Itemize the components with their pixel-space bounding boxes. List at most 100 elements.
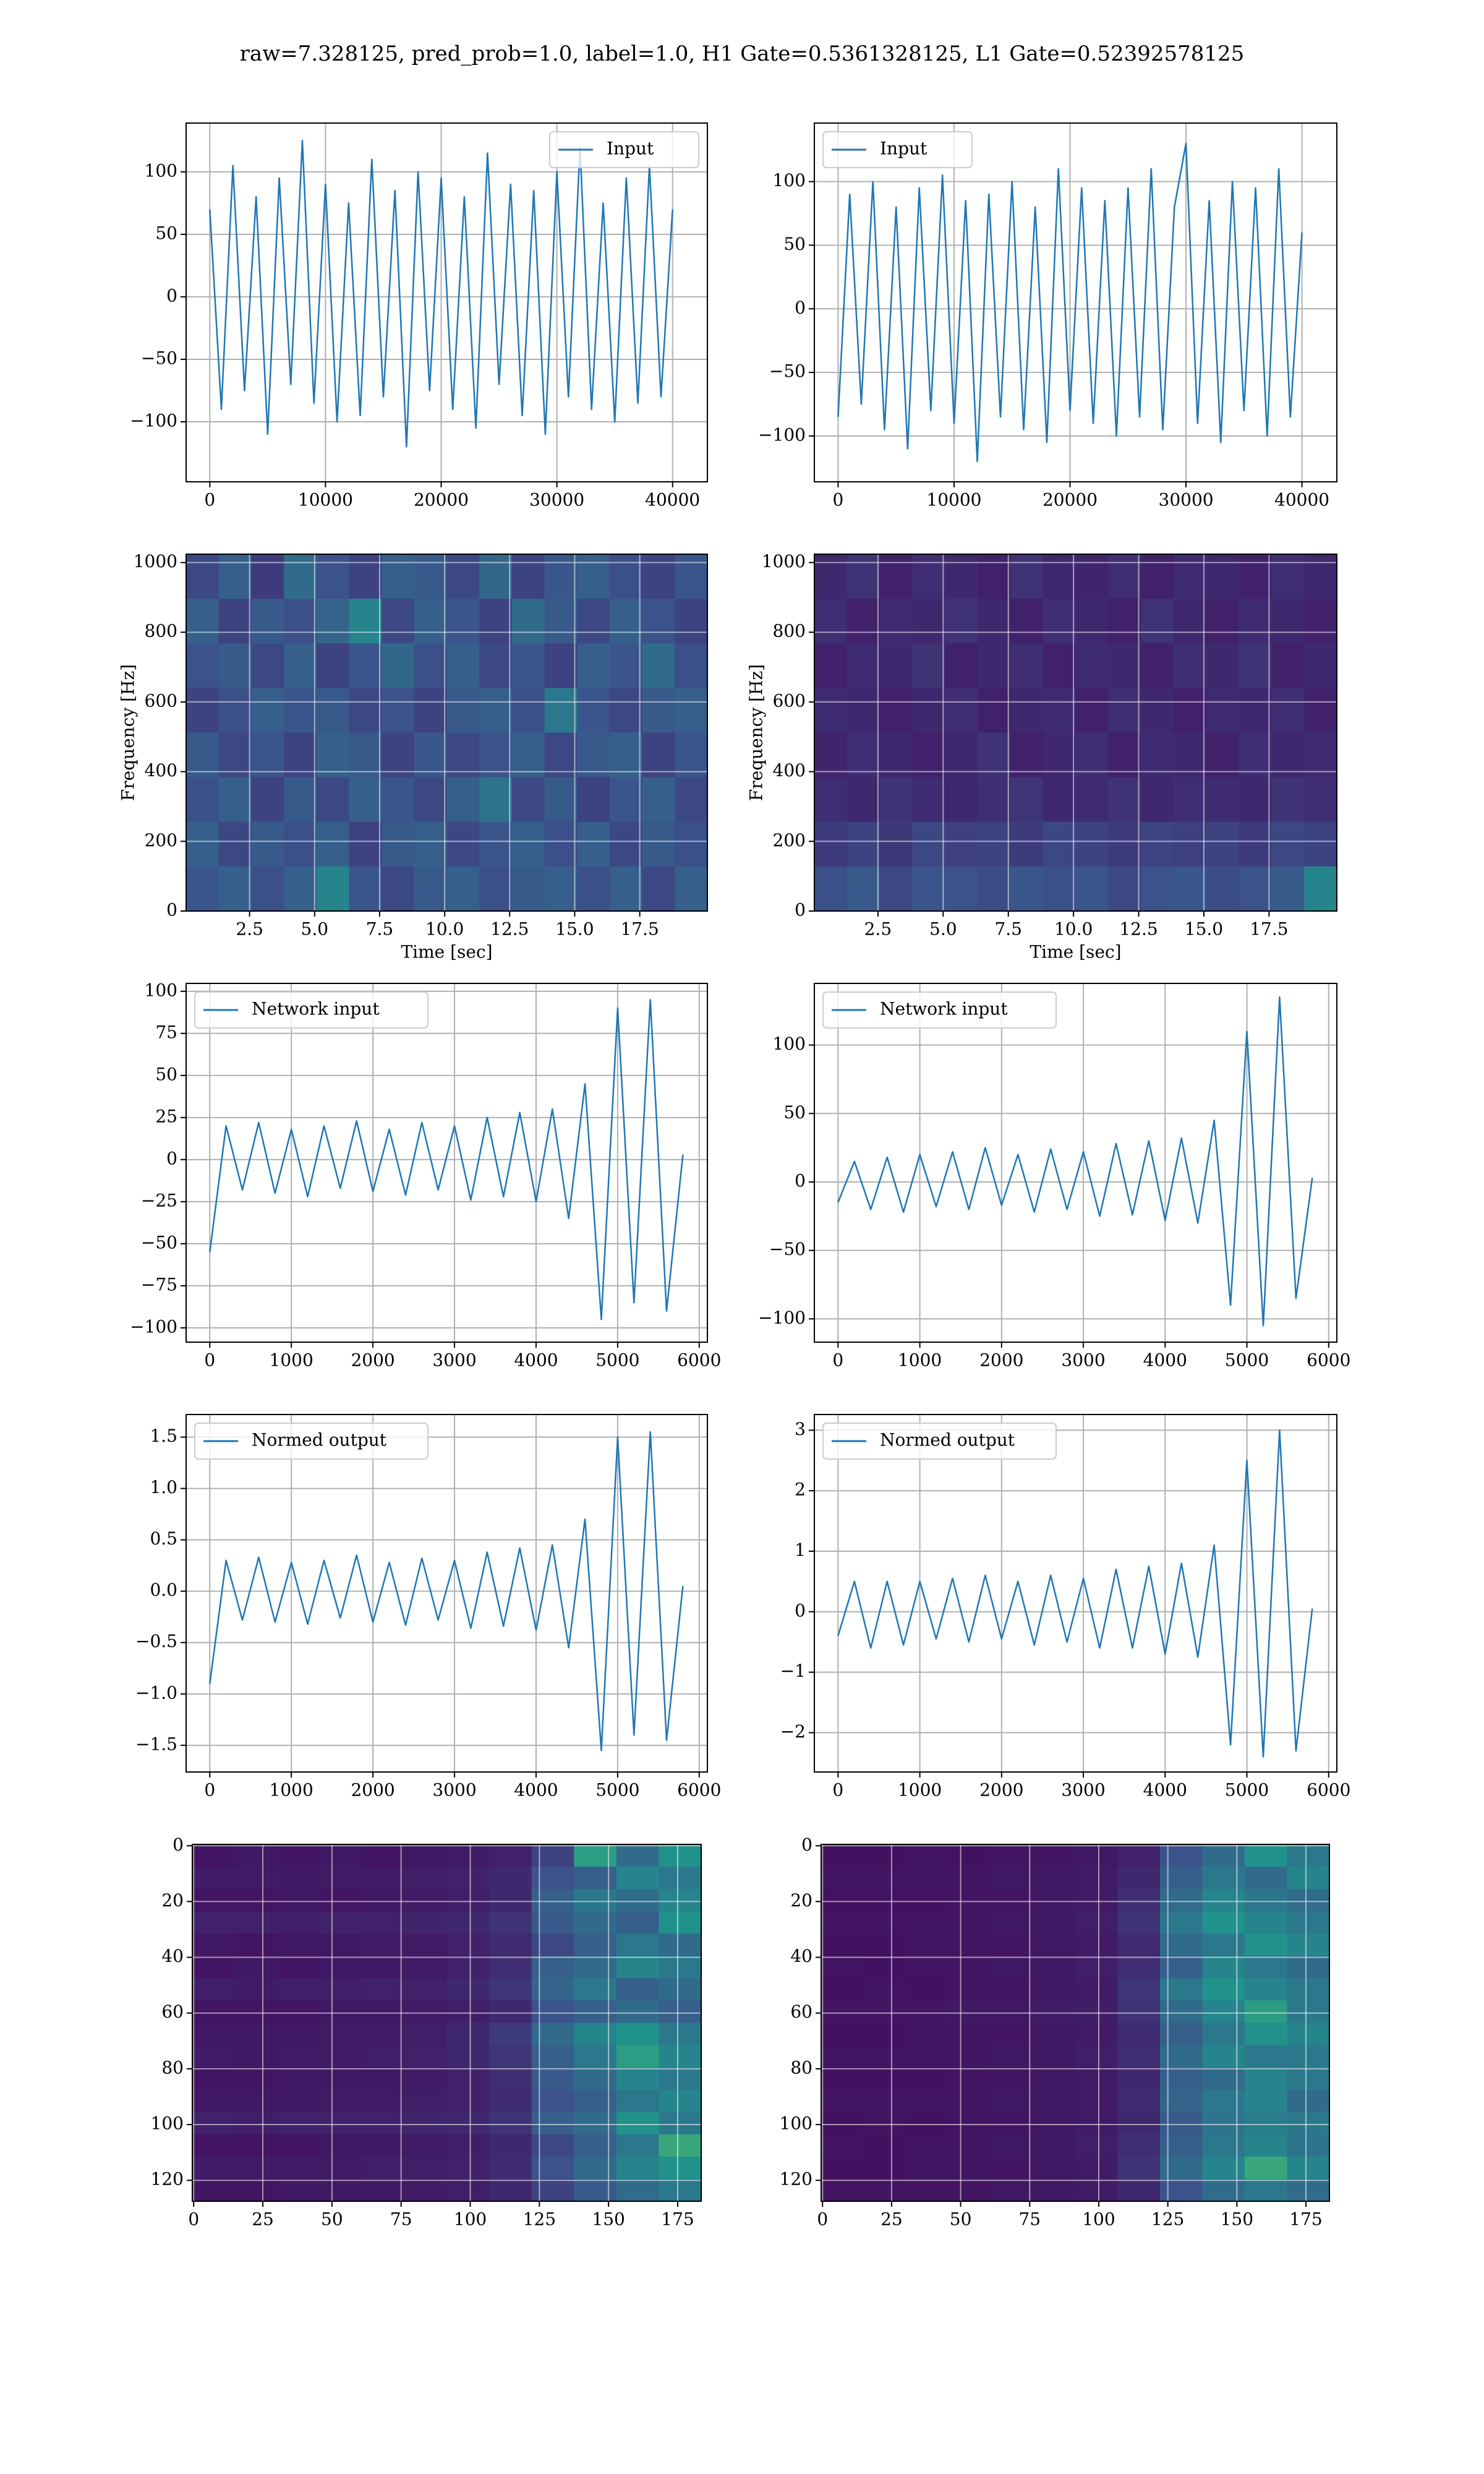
heatmap-cell: [404, 1867, 448, 1890]
heatmap-cell: [446, 2156, 490, 2180]
heatmap-cell: [863, 2067, 906, 2091]
heatmap-cell: [349, 688, 382, 734]
heatmap-cell: [1202, 2134, 1245, 2157]
heatmap-cell: [1117, 1933, 1161, 1956]
heatmap-cell: [531, 2112, 574, 2135]
x-tick-label: 50: [950, 2209, 972, 2230]
y-tick-label: 0: [173, 1834, 184, 1855]
legend-label: Normed output: [880, 1430, 1015, 1450]
y-tick-label: 50: [783, 1102, 806, 1123]
legend: Normed output: [194, 1423, 429, 1460]
heatmap-cell: [609, 599, 643, 644]
heatmap-cell: [446, 2089, 490, 2113]
heatmap-cell: [814, 643, 848, 688]
heatmap-cell: [1043, 599, 1077, 644]
heatmap-cell: [489, 2000, 532, 2024]
heatmap-cell: [1287, 2178, 1330, 2202]
heatmap-cell: [912, 821, 945, 867]
heatmap-cell: [489, 2045, 532, 2068]
heatmap-cell: [531, 2022, 574, 2046]
heatmap-cell: [574, 2112, 617, 2135]
heatmap-cell: [382, 777, 415, 823]
heatmap-cell: [1245, 2089, 1288, 2113]
y-tick-label: 100: [773, 1034, 806, 1054]
heatmap-cell: [609, 643, 643, 688]
heatmap-cell: [1304, 821, 1337, 867]
heatmap-cell: [1287, 2089, 1330, 2113]
y-tick-label: 1000: [134, 551, 177, 571]
heatmap-cell: [1202, 1978, 1245, 2001]
heatmap-cell: [1043, 688, 1077, 734]
heatmap-cell: [414, 732, 448, 778]
heatmap-cell: [821, 2112, 864, 2135]
heatmap-cell: [1239, 688, 1272, 734]
heatmap-cell: [1117, 1956, 1161, 1979]
x-tick-label: 17.5: [1250, 919, 1288, 940]
heatmap-cell: [846, 821, 881, 867]
legend-box: [822, 991, 1057, 1029]
heatmap-cell: [1245, 2000, 1288, 2024]
heatmap-cell: [1075, 2112, 1119, 2135]
y-tick-label: 100: [773, 170, 806, 190]
heatmap-cell: [948, 2000, 991, 2024]
heatmap-cell: [251, 777, 284, 823]
heatmap-cell: [912, 866, 945, 912]
heatmap-cell: [879, 821, 913, 867]
heatmap-cell: [277, 2156, 320, 2180]
heatmap-cell: [577, 777, 610, 823]
x-tick-label: 2000: [979, 1350, 1023, 1371]
x-tick-label: 12.5: [490, 919, 529, 940]
heatmap-cell: [616, 2089, 660, 2113]
x-tick-label: 5.0: [301, 919, 329, 940]
heatmap-cell: [948, 2089, 991, 2113]
y-tick-label: 1.0: [150, 1477, 177, 1497]
heatmap-cell: [1010, 643, 1044, 688]
heatmap-cell: [1245, 1978, 1288, 2001]
y-tick-label: −100: [130, 410, 177, 430]
heatmap-cell: [906, 1978, 949, 2001]
heatmap-cell: [404, 1956, 448, 1979]
x-tick-label: 0: [204, 1350, 215, 1371]
heatmap-cell: [511, 866, 545, 912]
heatmap-cell: [1117, 2089, 1161, 2113]
heatmap-cell: [446, 2067, 490, 2091]
heatmap-cell: [349, 643, 382, 688]
heatmap-cell: [1033, 1933, 1076, 1956]
y-tick-label: 600: [145, 690, 177, 711]
heatmap-cell: [446, 1844, 490, 1867]
heatmap-cell: [991, 2178, 1034, 2202]
x-tick-label: 25: [881, 2209, 903, 2230]
heatmap-cell: [1160, 2112, 1203, 2135]
heatmap-cell: [906, 2178, 949, 2202]
heatmap-cell: [863, 2156, 906, 2180]
x-tick-label: 6000: [677, 1780, 721, 1800]
heatmap-cell: [446, 1956, 490, 1979]
y-tick-label: 1000: [762, 551, 806, 571]
subplot: 0 25 50 75 100 125 150 175 0 20 40 60 80 100 120: [780, 1834, 1330, 2230]
heatmap-cell: [574, 2022, 617, 2046]
heatmap-cell: [821, 1933, 864, 1956]
subplot: 2.5 5.0 7.5 10.0 12.5 15.0 17.5 0 200 400 600 800 10…: [746, 551, 1337, 962]
heatmap-cell: [609, 777, 643, 823]
heatmap-cell: [531, 2134, 574, 2157]
x-tick-label: 3000: [1061, 1350, 1105, 1371]
heatmap-cell: [479, 599, 513, 644]
heatmap-cell: [978, 866, 1011, 912]
heatmap-cell: [945, 821, 978, 867]
heatmap-cell: [1010, 599, 1044, 644]
heatmap-cell: [531, 1889, 574, 1912]
heatmap-cell: [659, 2045, 702, 2068]
heatmap-cell: [284, 599, 317, 644]
heatmap-cell: [948, 2022, 991, 2046]
heatmap-cell: [1173, 688, 1207, 734]
heatmap-cell: [319, 2000, 362, 2024]
heatmap-cell: [446, 1889, 490, 1912]
legend: Network input: [822, 991, 1057, 1029]
heatmap-cell: [1141, 866, 1174, 912]
legend-label: Input: [880, 139, 927, 159]
heatmap-cell: [1206, 866, 1240, 912]
heatmap-cell: [616, 1933, 660, 1956]
heatmap-cell: [234, 1956, 278, 1979]
heatmap-cell: [912, 732, 945, 778]
series-line: [837, 1429, 1313, 1758]
